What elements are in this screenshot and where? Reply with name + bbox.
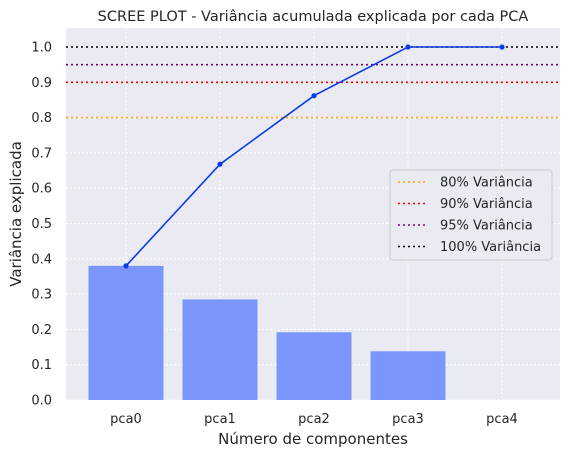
cumulative-line bbox=[123, 44, 505, 269]
legend-label-2: 90% Variância bbox=[440, 197, 533, 212]
y-tick-label: 0.8 bbox=[31, 111, 52, 126]
y-tick-label: 0.1 bbox=[31, 358, 52, 373]
legend-box bbox=[389, 169, 553, 261]
bar-pca1 bbox=[182, 299, 258, 400]
point-pca2 bbox=[311, 93, 317, 99]
y-tick-label: 0.6 bbox=[31, 182, 52, 197]
x-tick-labels: pca0 pca1 pca2 pca3 pca4 bbox=[110, 412, 518, 427]
legend: 80% Variância 90% Variância 95% Variância 1… bbox=[389, 169, 553, 261]
x-tick-label-pca0: pca0 bbox=[110, 412, 142, 427]
x-axis-title: Número de componentes bbox=[218, 430, 408, 448]
point-pca4 bbox=[499, 44, 505, 50]
y-tick-label: 0.5 bbox=[31, 217, 52, 232]
y-tick-label: 0.0 bbox=[31, 394, 52, 409]
x-tick-label-pca3: pca3 bbox=[392, 412, 424, 427]
y-tick-label: 0.4 bbox=[31, 252, 52, 267]
x-tick-label-pca1: pca1 bbox=[204, 412, 236, 427]
y-tick-label: 1.0 bbox=[31, 41, 52, 56]
x-tick-label-pca2: pca2 bbox=[298, 412, 330, 427]
y-tick-label: 0.3 bbox=[31, 288, 52, 303]
legend-label-3: 95% Variância bbox=[440, 219, 533, 234]
y-tick-label: 0.9 bbox=[31, 76, 52, 91]
y-tick-labels: 0.0 0.1 0.2 0.3 0.4 0.5 0.6 0.7 0.8 0.9 1.0 bbox=[31, 41, 52, 409]
y-axis-title: Variância explicada bbox=[7, 141, 25, 287]
y-tick-label: 0.2 bbox=[31, 323, 52, 338]
chart-title: SCREE PLOT - Variância acumulada explica… bbox=[98, 9, 529, 25]
point-pca3 bbox=[405, 44, 411, 50]
legend-label-1: 80% Variância bbox=[440, 176, 533, 191]
point-pca0 bbox=[123, 263, 129, 269]
bars bbox=[88, 265, 446, 400]
bar-pca0 bbox=[88, 265, 164, 400]
y-tick-label: 0.7 bbox=[31, 146, 52, 161]
point-pca1 bbox=[217, 161, 223, 167]
x-tick-label-pca4: pca4 bbox=[486, 412, 518, 427]
bar-pca3 bbox=[370, 351, 446, 400]
legend-label-4: 100% Variância bbox=[440, 240, 541, 255]
bar-pca2 bbox=[276, 332, 352, 400]
